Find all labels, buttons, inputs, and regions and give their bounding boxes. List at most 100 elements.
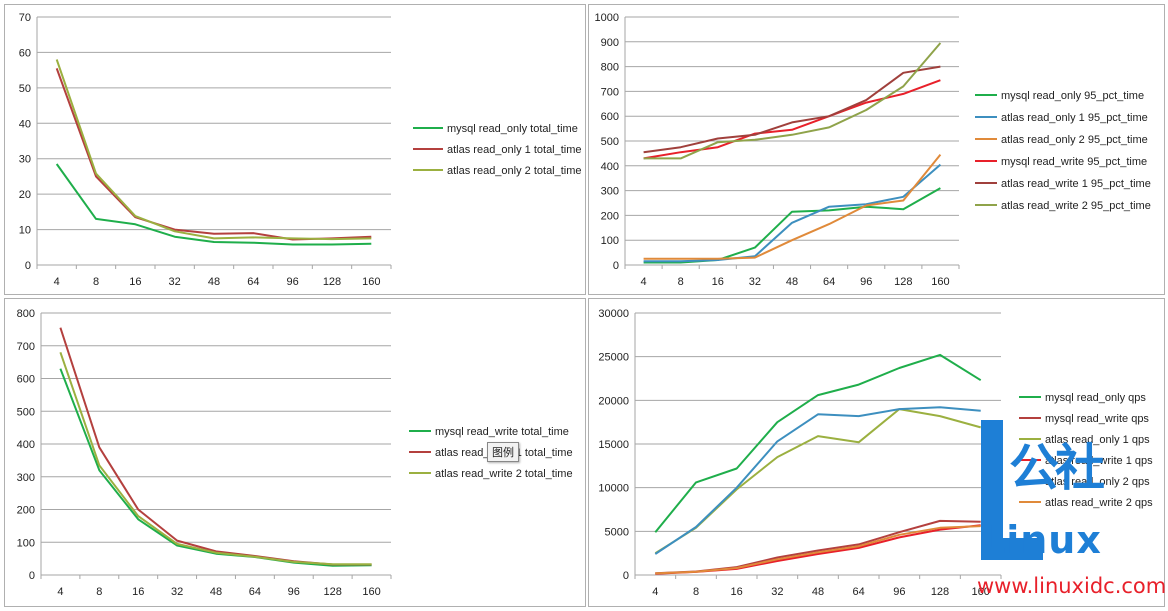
x-tick-label: 160 bbox=[362, 586, 380, 598]
x-tick-label: 96 bbox=[893, 586, 905, 598]
x-tick-label: 4 bbox=[640, 276, 646, 288]
y-tick-label: 40 bbox=[19, 118, 31, 130]
y-tick-label: 200 bbox=[601, 210, 619, 222]
y-tick-label: 20 bbox=[19, 189, 31, 201]
legend-tooltip: 图例 bbox=[487, 442, 519, 462]
watermark-site: www.linuxidc.com bbox=[977, 574, 1167, 598]
y-tick-label: 30 bbox=[19, 154, 31, 166]
watermark-logo-bottom: Linux bbox=[981, 518, 1102, 562]
chart-panel-read-only-total-time[interactable]: 0 10 20 30 40 50 60 70 4 8 16 32 48 64 96 128 160 mysql r… bbox=[4, 4, 586, 295]
legend-label: mysql read_write qps bbox=[1045, 413, 1149, 425]
x-tick-label: 4 bbox=[652, 586, 658, 598]
x-tick-label: 4 bbox=[57, 586, 63, 598]
series-line-5 bbox=[654, 406, 981, 555]
x-tick-label: 64 bbox=[249, 586, 261, 598]
x-tick-label: 160 bbox=[971, 586, 989, 598]
x-tick-label: 16 bbox=[129, 276, 141, 288]
legend-label: atlas read_write 1 95_pct_time bbox=[1001, 178, 1151, 190]
x-tick-label: 8 bbox=[678, 276, 684, 288]
legend-label: atlas read_only 1 qps bbox=[1045, 434, 1150, 446]
x-tick-label: 96 bbox=[860, 276, 872, 288]
y-tick-label: 0 bbox=[25, 260, 31, 272]
y-tick-label: 10000 bbox=[598, 483, 629, 495]
x-tick-label: 48 bbox=[786, 276, 798, 288]
y-tick-label: 0 bbox=[29, 570, 35, 582]
x-tick-label: 160 bbox=[362, 276, 380, 288]
x-tick-label: 96 bbox=[288, 586, 300, 598]
y-tick-label: 800 bbox=[17, 308, 35, 320]
y-tick-label: 10 bbox=[19, 225, 31, 237]
x-tick-label: 8 bbox=[693, 586, 699, 598]
y-tick-label: 200 bbox=[17, 505, 35, 517]
y-tick-label: 60 bbox=[19, 47, 31, 59]
x-tick-label: 160 bbox=[931, 276, 949, 288]
x-tick-label: 4 bbox=[54, 276, 60, 288]
x-tick-label: 16 bbox=[712, 276, 724, 288]
series-line-1 bbox=[59, 368, 372, 567]
chart-panel-95-pct-time[interactable]: 0 100 200 300 400 500 600 700 800 900 1000 4 8 16 32 48… bbox=[588, 4, 1165, 295]
y-tick-label: 500 bbox=[601, 136, 619, 148]
series-line-2 bbox=[59, 327, 372, 566]
y-tick-label: 400 bbox=[17, 439, 35, 451]
series-line-6 bbox=[655, 525, 981, 575]
series-line-4 bbox=[643, 79, 941, 160]
series-line-6 bbox=[643, 42, 942, 160]
y-tick-label: 20000 bbox=[598, 395, 629, 407]
x-tick-label: 64 bbox=[247, 276, 259, 288]
x-tick-label: 128 bbox=[931, 586, 949, 598]
x-tick-label: 48 bbox=[210, 586, 222, 598]
y-tick-label: 0 bbox=[623, 570, 629, 582]
y-tick-label: 15000 bbox=[598, 439, 629, 451]
y-tick-label: 500 bbox=[17, 406, 35, 418]
x-tick-label: 64 bbox=[823, 276, 835, 288]
x-tick-label: 32 bbox=[771, 586, 783, 598]
legend-label: mysql read_only total_time bbox=[447, 123, 578, 135]
series-line-1 bbox=[654, 353, 982, 533]
series-line-2 bbox=[55, 68, 372, 241]
x-tick-label: 128 bbox=[894, 276, 912, 288]
series-line-2 bbox=[643, 163, 942, 263]
series-line-5 bbox=[643, 65, 941, 154]
series-line-4 bbox=[655, 524, 981, 575]
y-tick-label: 100 bbox=[601, 235, 619, 247]
legend-label: atlas read_write 1 qps bbox=[1045, 455, 1153, 467]
x-tick-label: 96 bbox=[287, 276, 299, 288]
chart-panel-qps[interactable]: 0 5000 10000 15000 20000 25000 30000 4 8 16 32 48 64… bbox=[588, 298, 1165, 607]
y-tick-label: 1000 bbox=[595, 12, 619, 24]
series-line-3 bbox=[59, 351, 372, 566]
watermark-logo-top: 公社 bbox=[1009, 439, 1105, 497]
legend-label: mysql read_only qps bbox=[1045, 392, 1146, 404]
x-tick-label: 48 bbox=[812, 586, 824, 598]
series-line-1 bbox=[55, 163, 372, 246]
legend-label: mysql read_write total_time bbox=[435, 426, 569, 438]
y-tick-label: 300 bbox=[601, 186, 619, 198]
y-tick-label: 600 bbox=[601, 111, 619, 123]
y-tick-label: 400 bbox=[601, 161, 619, 173]
x-tick-label: 128 bbox=[323, 586, 341, 598]
y-tick-label: 700 bbox=[601, 86, 619, 98]
x-tick-label: 32 bbox=[169, 276, 181, 288]
y-tick-label: 700 bbox=[17, 341, 35, 353]
y-tick-label: 800 bbox=[601, 62, 619, 74]
legend-label: atlas read_write 2 total_time bbox=[435, 468, 573, 480]
legend-label: atlas read_only 2 total_time bbox=[447, 165, 582, 177]
x-tick-label: 128 bbox=[323, 276, 341, 288]
legend-label: atlas read_only 1 95_pct_time bbox=[1001, 112, 1148, 124]
y-tick-label: 300 bbox=[17, 472, 35, 484]
legend-label: atlas read_only 1 total_time bbox=[447, 144, 582, 156]
linuxidc-watermark: 公社 Linux www.linuxidc.com bbox=[975, 418, 1167, 604]
series-line-3 bbox=[643, 153, 942, 260]
y-tick-label: 0 bbox=[613, 260, 619, 272]
y-tick-label: 100 bbox=[17, 537, 35, 549]
y-tick-label: 900 bbox=[601, 37, 619, 49]
x-tick-label: 16 bbox=[731, 586, 743, 598]
y-tick-label: 30000 bbox=[598, 308, 629, 320]
y-tick-label: 600 bbox=[17, 374, 35, 386]
legend-label: atlas read_only 2 qps bbox=[1045, 476, 1150, 488]
x-tick-label: 48 bbox=[208, 276, 220, 288]
x-tick-label: 64 bbox=[853, 586, 865, 598]
series-line-3 bbox=[55, 59, 372, 241]
x-tick-label: 8 bbox=[93, 276, 99, 288]
legend-label: mysql read_write 95_pct_time bbox=[1001, 156, 1147, 168]
